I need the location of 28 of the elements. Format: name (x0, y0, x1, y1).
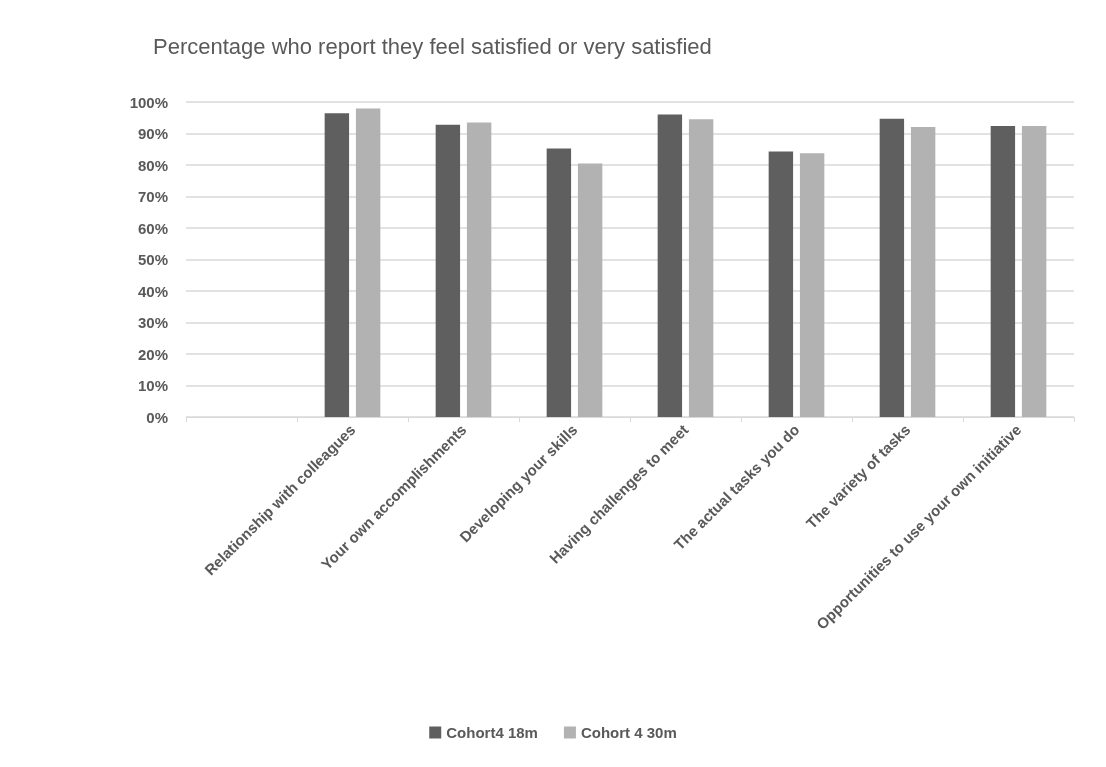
y-tick-label: 70% (137, 188, 168, 205)
chart-title: Percentage who report they feel satisfied or very satisfied (153, 33, 712, 59)
y-tick-label: 60% (137, 219, 168, 237)
bar (577, 163, 603, 417)
bar (546, 148, 572, 417)
bar (799, 153, 825, 417)
y-tick-label: 0% (146, 408, 168, 426)
legend-label: Cohort 4 30m (580, 724, 677, 741)
y-tick-label: 40% (137, 282, 168, 300)
bar (990, 125, 1016, 417)
bar (657, 114, 683, 417)
y-tick-label: 30% (137, 314, 168, 331)
y-tick-label: 100% (129, 93, 168, 111)
y-tick-label: 20% (137, 345, 168, 363)
bar (466, 122, 492, 417)
bar (688, 119, 714, 417)
bar (1021, 125, 1047, 417)
bar (879, 118, 905, 417)
y-tick-label: 80% (137, 156, 168, 174)
y-tick-label: 10% (137, 377, 168, 394)
bar (910, 126, 936, 417)
y-tick-label: 90% (137, 125, 168, 142)
y-tick-label: 50% (137, 251, 168, 268)
bar (355, 108, 381, 417)
bar (768, 151, 794, 417)
bar (435, 124, 461, 417)
legend-label: Cohort4 18m (446, 724, 538, 741)
bar (324, 113, 350, 417)
